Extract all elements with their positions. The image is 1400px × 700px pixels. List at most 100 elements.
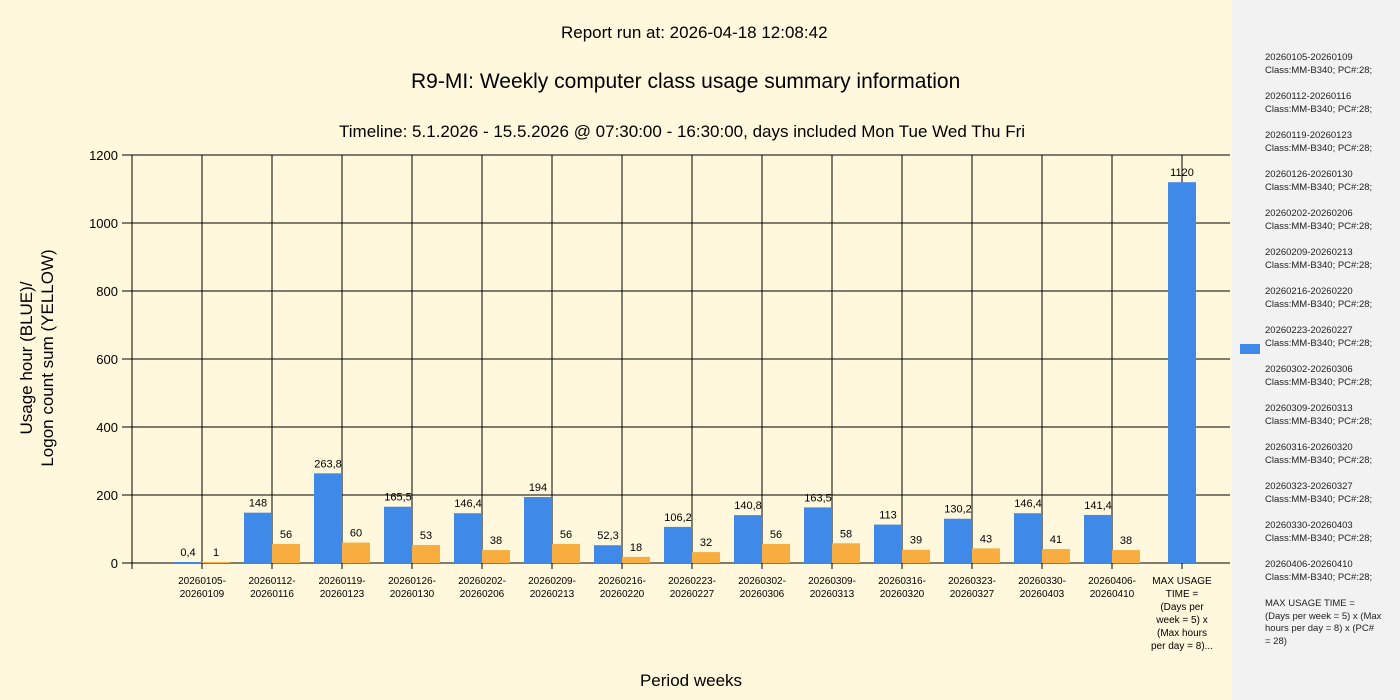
legend-entry-line: (Days per week = 5) x (Max: [1265, 610, 1382, 622]
legend-entry-line: Class:MM-B340; PC#:28;: [1265, 220, 1373, 232]
logon-count-data-label: 56: [560, 529, 572, 541]
usage-hour-bar: [314, 473, 342, 563]
logon-count-bar: [272, 543, 300, 563]
legend-entry-line: 20260126-20260130: [1265, 169, 1353, 180]
legend-entry-line: 20260216-20260220: [1265, 286, 1353, 297]
x-category-label: 20260119-20260123: [318, 576, 365, 600]
legend-entry-line: Class:MM-B340; PC#:28;: [1265, 415, 1373, 427]
legend-entry: 20260112-20260116 Class:MM-B340; PC#:28;: [1265, 91, 1397, 116]
legend-entry-line: Class:MM-B340; PC#:28;: [1265, 454, 1373, 466]
logon-count-data-label: 58: [840, 528, 852, 540]
usage-hour-data-label: 194: [529, 482, 547, 494]
logon-count-data-label: 39: [910, 535, 922, 547]
x-category-label: 20260309-20260313: [808, 576, 856, 600]
y-tick-label: 800: [96, 284, 118, 299]
legend-entry-line: Class:MM-B340; PC#:28;: [1265, 571, 1373, 583]
usage-hour-data-label: 146,4: [454, 498, 482, 510]
legend-entry: 20260119-20260123 Class:MM-B340; PC#:28;: [1265, 130, 1397, 155]
x-category-label: 20260202-20260206: [458, 576, 506, 600]
legend-entry-line: Class:MM-B340; PC#:28;: [1265, 376, 1373, 388]
legend-entry-line: MAX USAGE TIME =: [1265, 598, 1355, 609]
logon-count-data-label: 41: [1050, 534, 1062, 546]
legend-entry-line: Class:MM-B340; PC#:28;: [1265, 103, 1373, 115]
legend-entry-line: 20260202-20260206: [1265, 208, 1353, 219]
legend-entry: 20260309-20260313 Class:MM-B340; PC#:28;: [1265, 403, 1397, 428]
logon-count-data-label: 38: [490, 535, 502, 547]
legend-entry-line: 20260302-20260306: [1265, 364, 1353, 375]
x-category-label: 20260330-20260403: [1018, 576, 1066, 600]
logon-count-bar: [832, 543, 860, 563]
legend-entry-line: 20260316-20260320: [1265, 442, 1353, 453]
x-category-label: 20260105-20260109: [178, 576, 226, 600]
legend-entry: 20260323-20260327 Class:MM-B340; PC#:28;: [1265, 481, 1397, 506]
logon-count-bar: [902, 549, 930, 563]
x-category-label: MAX USAGE TIME = (Days per week = 5) x (Max …: [1151, 576, 1213, 652]
legend-entry-line: Class:MM-B340; PC#:28;: [1265, 493, 1373, 505]
usage-hour-data-label: 140,8: [734, 500, 762, 512]
y-tick-label: 400: [96, 420, 118, 435]
legend-entry: 20260126-20260130 Class:MM-B340; PC#:28;: [1265, 169, 1397, 194]
usage-hour-data-label: 141,4: [1084, 500, 1112, 512]
legend-entry: 20260202-20260206 Class:MM-B340; PC#:28;: [1265, 208, 1397, 233]
logon-count-bar: [412, 544, 440, 563]
legend-entry-line: 20260209-20260213: [1265, 247, 1353, 258]
legend-entry-line: Class:MM-B340; PC#:28;: [1265, 142, 1373, 154]
logon-count-data-label: 56: [770, 529, 782, 541]
x-axis-title: Period weeks: [640, 671, 742, 690]
y-axis-title-line-1: Usage hour (BLUE)/: [17, 281, 36, 434]
usage-hour-bar: [454, 513, 482, 563]
legend-entry-line: Class:MM-B340; PC#:28;: [1265, 298, 1373, 310]
y-tick-label: 1200: [89, 148, 118, 163]
usage-hour-data-label: 0,4: [180, 547, 195, 559]
legend-entry-line: 20260119-20260123: [1265, 130, 1352, 141]
legend-entry: 20260216-20260220 Class:MM-B340; PC#:28;: [1265, 286, 1397, 311]
y-tick-label: 0: [111, 556, 118, 571]
legend-entry-line: Class:MM-B340; PC#:28;: [1265, 64, 1373, 76]
logon-count-data-label: 56: [280, 529, 292, 541]
logon-count-data-label: 32: [700, 537, 712, 549]
legend-entry-line: 20260323-20260327: [1265, 481, 1353, 492]
logon-count-data-label: 1: [213, 547, 219, 559]
x-category-label: 20260223-20260227: [668, 576, 716, 600]
usage-hour-bar: [874, 524, 902, 563]
usage-hour-bar: [804, 507, 832, 563]
legend-entry-line: Class:MM-B340; PC#:28;: [1265, 337, 1373, 349]
usage-hour-bar: [174, 562, 202, 563]
x-category-label: 20260112-20260116: [248, 576, 295, 600]
logon-count-bar: [1112, 550, 1140, 563]
y-tick-label: 200: [96, 488, 118, 503]
logon-count-data-label: 18: [630, 542, 642, 554]
usage-hour-data-label: 52,3: [597, 530, 618, 542]
legend-entry-line: = 28): [1265, 635, 1287, 647]
y-tick-label: 600: [96, 352, 118, 367]
legend-entry: 20260302-20260306 Class:MM-B340; PC#:28;: [1265, 364, 1397, 389]
usage-hour-data-label: 106,2: [664, 512, 692, 524]
logon-count-bar: [972, 548, 1000, 563]
legend-entry: 20260209-20260213 Class:MM-B340; PC#:28;: [1265, 247, 1397, 272]
legend-entry: 20260223-20260227 Class:MM-B340; PC#:28;: [1265, 325, 1397, 350]
logon-count-data-label: 60: [350, 528, 362, 540]
legend-swatch-usage: [1240, 344, 1260, 354]
usage-hour-bar: [524, 497, 552, 563]
usage-hour-data-label: 165,5: [384, 492, 412, 504]
chart-title: R9-MI: Weekly computer class usage summa…: [411, 70, 961, 93]
report-run-timestamp: Report run at: 2026-04-18 12:08:42: [561, 23, 828, 42]
usage-hour-data-label: 263,8: [314, 458, 342, 470]
usage-hour-bar: [384, 506, 412, 563]
x-category-label: 20260302-20260306: [738, 576, 786, 600]
usage-hour-data-label: 130,2: [944, 504, 972, 516]
chart-subtitle-timeline: Timeline: 5.1.2026 - 15.5.2026 @ 07:30:0…: [339, 122, 1026, 141]
x-category-label: 20260216-20260220: [598, 576, 646, 600]
legend-entry-line: 20260105-20260109: [1265, 52, 1353, 63]
legend-entry: 20260330-20260403 Class:MM-B340; PC#:28;: [1265, 520, 1397, 545]
legend-entry-line: Class:MM-B340; PC#:28;: [1265, 259, 1373, 271]
usage-hour-bar: [594, 545, 622, 563]
usage-hour-bar: [244, 512, 272, 563]
legend-entry-line: 20260406-20260410: [1265, 559, 1353, 570]
legend-entry: MAX USAGE TIME = (Days per week = 5) x (M…: [1265, 598, 1397, 648]
logon-count-bar: [482, 550, 510, 563]
logon-count-bar: [342, 542, 370, 563]
legend-entry-line: 20260112-20260116: [1265, 91, 1352, 102]
x-category-label: 20260406-20260410: [1088, 576, 1136, 600]
